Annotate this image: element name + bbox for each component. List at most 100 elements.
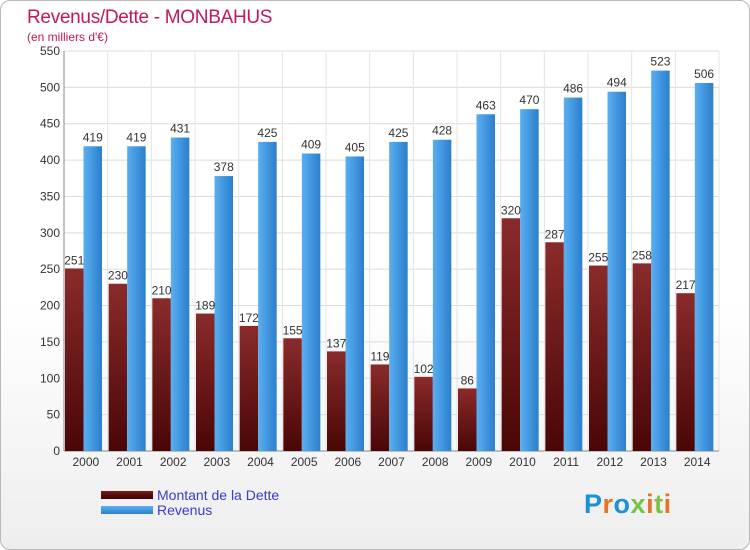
y-tick-label: 550: [40, 44, 60, 58]
debt-value-label: 258: [632, 248, 652, 262]
x-tick-label: 2009: [465, 455, 492, 469]
chart-subtitle: (en milliers d'€): [27, 30, 108, 44]
debt-bar: [458, 388, 477, 451]
revenue-value-label: 409: [301, 138, 321, 152]
x-tick-label: 2014: [684, 455, 711, 469]
debt-bar: [283, 338, 302, 451]
revenue-value-label: 470: [519, 93, 539, 107]
debt-bar: [501, 218, 521, 451]
x-tick-label: 2012: [596, 455, 623, 469]
debt-bar: [545, 242, 564, 451]
y-tick-label: 200: [40, 299, 60, 313]
legend-item-debt: Montant de la Dette: [101, 486, 280, 503]
x-tick-label: 2010: [509, 455, 536, 469]
legend-swatch-debt: [101, 490, 153, 499]
revenue-bar: [432, 139, 452, 451]
x-tick-label: 2004: [247, 455, 274, 469]
revenue-value-label: 506: [694, 67, 714, 81]
debt-value-label: 102: [414, 362, 434, 376]
x-tick-label: 2003: [203, 455, 230, 469]
revenue-bar: [389, 141, 408, 451]
x-tick-label: 2013: [640, 455, 667, 469]
revenue-bar: [607, 91, 626, 452]
revenue-bar: [563, 97, 583, 451]
x-tick-label: 2000: [72, 455, 99, 469]
revenue-value-label: 523: [650, 55, 670, 69]
revenue-value-label: 425: [257, 126, 277, 140]
debt-value-label: 217: [676, 278, 696, 292]
y-tick-label: 100: [40, 371, 60, 385]
chart-title: Revenus/Dette - MONBAHUS: [27, 7, 273, 28]
revenue-value-label: 378: [214, 160, 234, 174]
debt-bar: [632, 263, 652, 451]
debt-value-label: 119: [370, 349, 389, 363]
debt-bar: [370, 364, 390, 451]
logo-letter: o: [613, 489, 631, 519]
y-tick-label: 400: [40, 153, 60, 167]
debt-bar: [65, 268, 84, 451]
debt-bar: [676, 293, 695, 451]
revenue-bar: [127, 146, 146, 452]
debt-value-label: 251: [64, 253, 84, 267]
revenue-bar: [476, 114, 495, 451]
logo-letter: P: [584, 489, 603, 519]
revenue-bar: [520, 109, 539, 451]
revenue-bar: [170, 137, 190, 451]
legend-swatch-revenue: [101, 505, 153, 514]
revenue-value-label: 419: [126, 130, 146, 144]
y-tick-label: 500: [40, 80, 60, 94]
revenue-bar: [214, 176, 233, 451]
y-tick-label: 150: [40, 335, 60, 349]
debt-bar: [196, 313, 215, 451]
revenue-value-label: 419: [83, 130, 103, 144]
logo-letter: t: [654, 489, 664, 519]
x-tick-label: 2001: [116, 455, 143, 469]
debt-value-label: 230: [108, 269, 128, 283]
revenue-value-label: 494: [607, 76, 627, 90]
debt-value-label: 86: [461, 373, 475, 387]
legend-label-debt: Montant de la Dette: [157, 486, 280, 503]
x-tick-label: 2007: [378, 455, 405, 469]
debt-bar: [152, 298, 171, 451]
debt-value-label: 155: [283, 323, 303, 337]
x-tick-label: 2002: [160, 455, 187, 469]
revenue-value-label: 486: [563, 82, 583, 96]
x-tick-label: 2005: [291, 455, 318, 469]
y-tick-label: 300: [40, 226, 60, 240]
y-tick-label: 350: [40, 189, 60, 203]
logo-letter: r: [602, 489, 614, 519]
x-tick-label: 2006: [334, 455, 361, 469]
revenue-bar: [345, 156, 364, 452]
debt-bar: [414, 376, 433, 451]
debt-value-label: 189: [195, 299, 215, 313]
y-tick-label: 250: [40, 262, 60, 276]
logo-letter: x: [630, 489, 647, 519]
legend: Montant de la Dette Revenus: [101, 486, 280, 518]
y-tick-label: 0: [53, 444, 60, 458]
revenue-bar: [694, 83, 714, 451]
debt-bar: [239, 325, 259, 451]
y-tick-label: 450: [40, 117, 60, 131]
logo-letter: i: [646, 489, 655, 519]
debt-value-label: 255: [588, 251, 608, 265]
debt-value-label: 320: [501, 203, 521, 217]
x-tick-label: 2011: [553, 455, 579, 469]
revenue-value-label: 431: [170, 122, 190, 136]
y-tick-label: 50: [47, 408, 61, 422]
revenue-bar: [83, 146, 102, 452]
debt-bar: [108, 283, 128, 451]
revenue-value-label: 428: [432, 124, 452, 138]
debt-value-label: 172: [239, 311, 259, 325]
logo-letter: i: [663, 489, 672, 519]
debt-value-label: 210: [152, 283, 172, 297]
debt-value-label: 287: [545, 227, 565, 241]
revenue-bar: [651, 70, 670, 452]
legend-label-revenue: Revenus: [157, 501, 213, 518]
revenue-bar: [301, 153, 321, 451]
revenue-bar: [258, 141, 277, 451]
debt-bar: [327, 351, 346, 451]
debt-bar: [589, 265, 608, 451]
debt-value-label: 137: [326, 336, 346, 350]
